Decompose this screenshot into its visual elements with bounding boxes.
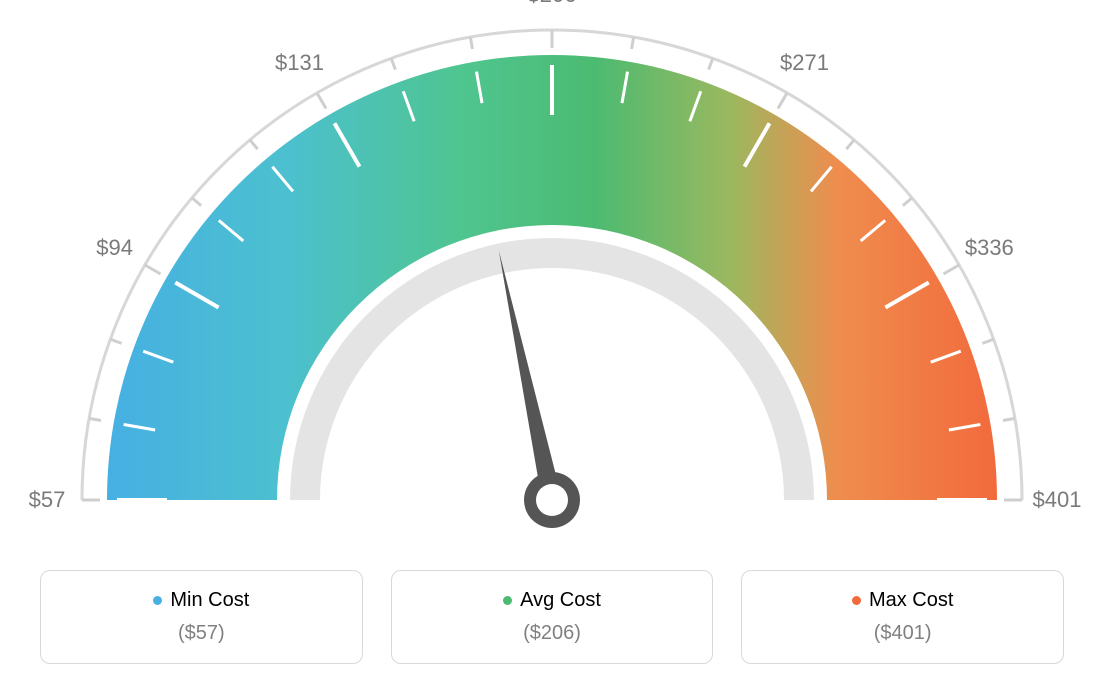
gauge-tick-label: $94 xyxy=(96,235,133,261)
cost-gauge-chart: $57 $94 $131 $206 $271 $336 $401 xyxy=(0,0,1104,560)
gauge-svg xyxy=(0,0,1104,560)
legend-dot-max xyxy=(852,596,861,605)
legend-label-max: Max Cost xyxy=(852,589,953,612)
gauge-tick-label: $206 xyxy=(528,0,577,8)
legend-card-min: Min Cost ($57) xyxy=(40,570,363,664)
legend-dot-min xyxy=(153,596,162,605)
legend-row: Min Cost ($57) Avg Cost ($206) Max Cost … xyxy=(0,570,1104,664)
legend-label-min: Min Cost xyxy=(153,589,249,612)
gauge-tick-label: $336 xyxy=(965,235,1014,261)
legend-value-max: ($401) xyxy=(752,622,1053,645)
gauge-tick-label: $401 xyxy=(1033,487,1082,513)
legend-value-avg: ($206) xyxy=(402,622,703,645)
legend-text-max: Max Cost xyxy=(869,589,953,612)
legend-card-avg: Avg Cost ($206) xyxy=(391,570,714,664)
gauge-tick-label: $131 xyxy=(275,50,324,76)
legend-value-min: ($57) xyxy=(51,622,352,645)
legend-text-min: Min Cost xyxy=(170,589,249,612)
gauge-tick-label: $271 xyxy=(780,50,829,76)
legend-label-avg: Avg Cost xyxy=(503,589,601,612)
legend-card-max: Max Cost ($401) xyxy=(741,570,1064,664)
legend-text-avg: Avg Cost xyxy=(520,589,601,612)
legend-dot-avg xyxy=(503,596,512,605)
gauge-tick-label: $57 xyxy=(29,487,66,513)
